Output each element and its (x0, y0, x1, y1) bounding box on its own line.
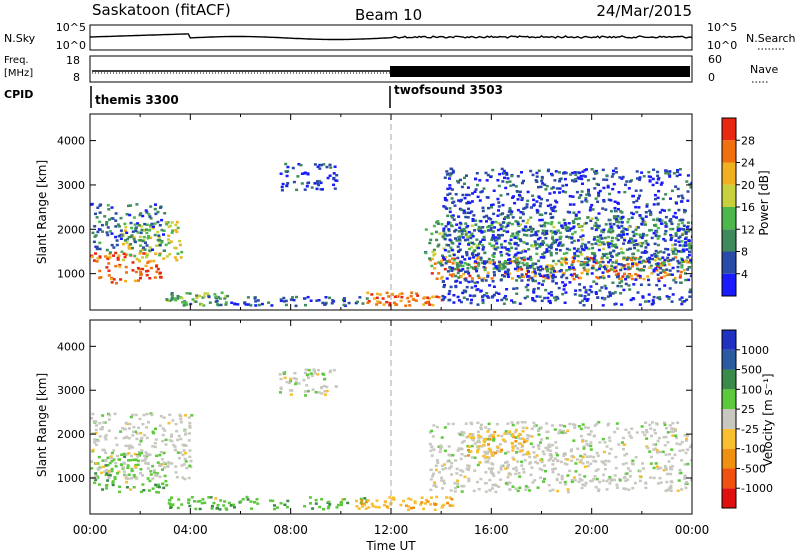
power-colorbar-segment (722, 162, 736, 185)
power-colorbar-tick: 16 (741, 201, 755, 214)
freq-tick-bottom: 8 (73, 71, 80, 84)
power-colorbar-tick: 24 (741, 157, 755, 170)
power-colorbar-segment (722, 118, 736, 141)
velocity-region-6 (466, 430, 531, 459)
velocity-colorbar-segment (722, 389, 736, 410)
velocity-ytick-label: 2000 (57, 428, 85, 441)
power-ytick-label: 3000 (57, 179, 85, 192)
power-ytick-label: 2000 (57, 223, 85, 236)
velocity-region-3 (355, 495, 455, 512)
x-tick-label: 12:00 (374, 523, 409, 537)
velocity-colorbar-segment (722, 369, 736, 390)
velocity-ylabel: Slant Range [km] (35, 373, 49, 477)
x-tick-label: 00:00 (675, 523, 710, 537)
power-colorbar-segment (722, 140, 736, 163)
power-colorbar-tick: 12 (741, 223, 755, 236)
velocity-region-2 (167, 495, 369, 511)
velocity-colorbar-segment (722, 409, 736, 429)
nave-tick-bottom: 0 (708, 71, 715, 84)
power-colorbar-segment (722, 184, 736, 207)
velocity-ytick-label: 3000 (57, 384, 85, 397)
velocity-colorbar-label: Velocity [m s⁻¹] (761, 373, 775, 466)
power-region-6 (279, 162, 339, 192)
velocity-region-5 (428, 421, 692, 494)
cpid-mode-2: twofsound 3503 (394, 83, 503, 97)
velocity-colorbar-tick: 500 (741, 364, 762, 377)
velocity-region-1 (90, 412, 194, 481)
power-region-0 (90, 251, 163, 285)
power-region-2 (90, 202, 167, 254)
power-colorbar-segment (722, 251, 736, 274)
velocity-ytick-label: 1000 (57, 472, 85, 485)
nsky-tick-bottom: 10^0 (56, 39, 86, 52)
beam-title: Beam 10 (355, 6, 422, 24)
velocity-colorbar-segment (722, 330, 736, 350)
velocity-region-4 (278, 368, 338, 397)
x-tick-label: 08:00 (273, 523, 308, 537)
power-panel: 1000 2000 3000 4000 (57, 113, 693, 311)
nave-dense-block (390, 66, 690, 77)
x-tick-label: 20:00 (574, 523, 609, 537)
freq-label-2: [MHz] (4, 68, 33, 79)
velocity-region-0 (90, 451, 169, 494)
power-ylabel: Slant Range [km] (35, 160, 49, 264)
velocity-colorbar-tick: -25 (741, 423, 759, 436)
power-frame (89, 113, 693, 311)
velocity-colorbar-segment (722, 468, 736, 489)
velocity-colorbar-tick: 25 (741, 403, 755, 416)
velocity-colorbar-segment (722, 488, 736, 508)
nave-label: Nave (750, 63, 778, 76)
nsearch-label: N.Search (746, 32, 796, 45)
freq-tick-top: 18 (66, 54, 80, 67)
nsky-trace (89, 33, 693, 41)
nsky-label: N.Sky (4, 32, 36, 45)
power-colorbar-tick: 4 (741, 268, 748, 281)
power-colorbar: 4 8 12 16 20 24 28 (721, 117, 755, 297)
velocity-colorbar-tick: 1000 (741, 344, 769, 357)
nsky-tick-bottom-right: 10^0 (707, 39, 737, 52)
velocity-colorbar-tick: -500 (741, 462, 766, 475)
power-colorbar-tick: 8 (741, 246, 748, 259)
nave-tick-top: 60 (708, 53, 722, 66)
velocity-colorbar-segment (722, 448, 736, 469)
x-tick-label: 16:00 (474, 523, 509, 537)
station-title: Saskatoon (fitACF) (92, 1, 231, 19)
velocity-colorbar-tick: -100 (741, 443, 766, 456)
freq-label-1: Freq. (4, 55, 29, 66)
power-region-3 (165, 291, 230, 307)
velocity-colorbar-segment (722, 349, 736, 370)
velocity-colorbar-segment (722, 428, 736, 449)
nsky-tick-top: 10^5 (56, 21, 86, 34)
power-ytick-label: 4000 (57, 135, 85, 148)
power-colorbar-tick: 28 (741, 134, 755, 147)
power-ytick-label: 1000 (57, 268, 85, 281)
velocity-colorbar-tick: -1000 (741, 482, 773, 495)
power-colorbar-segment (722, 207, 736, 230)
power-colorbar-segment (722, 229, 736, 252)
x-tick-label: 00:00 (73, 523, 108, 537)
power-colorbar-tick: 20 (741, 179, 755, 192)
cpid-mode-1: themis 3300 (95, 93, 179, 107)
cpid-label: CPID (4, 88, 33, 101)
power-colorbar-label: Power [dB] (757, 170, 771, 235)
power-colorbar-segment (722, 273, 736, 296)
freq-panel (89, 55, 693, 83)
velocity-colorbar: -1000 -500 -100 -25 25 100 500 1000 (721, 329, 773, 509)
nsky-tick-top-right: 10^5 (707, 21, 737, 34)
velocity-colorbar-tick: 100 (741, 383, 762, 396)
power-region-5 (366, 291, 444, 307)
velocity-panel: 1000 2000 3000 4000 00:00 04:00 08:00 12:00 16:0… (57, 319, 710, 537)
power-region-4 (230, 295, 369, 308)
x-axis-label: Time UT (365, 539, 416, 553)
date-title: 24/Mar/2015 (596, 2, 692, 20)
velocity-ytick-label: 4000 (57, 340, 85, 353)
x-tick-label: 04:00 (173, 523, 208, 537)
power-region-9 (441, 167, 692, 307)
